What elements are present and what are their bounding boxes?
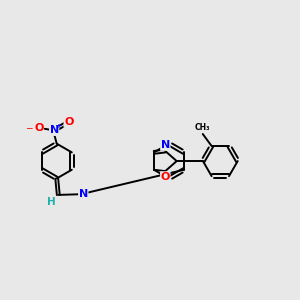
Text: −: − [25, 123, 33, 132]
Text: CH₃: CH₃ [195, 122, 211, 131]
Text: H: H [47, 197, 56, 207]
Text: N: N [79, 189, 88, 199]
Text: +: + [56, 123, 61, 129]
Text: O: O [160, 172, 170, 182]
Text: O: O [34, 123, 43, 133]
Text: N: N [161, 140, 170, 150]
Text: N: N [50, 125, 59, 135]
Text: O: O [64, 117, 74, 127]
